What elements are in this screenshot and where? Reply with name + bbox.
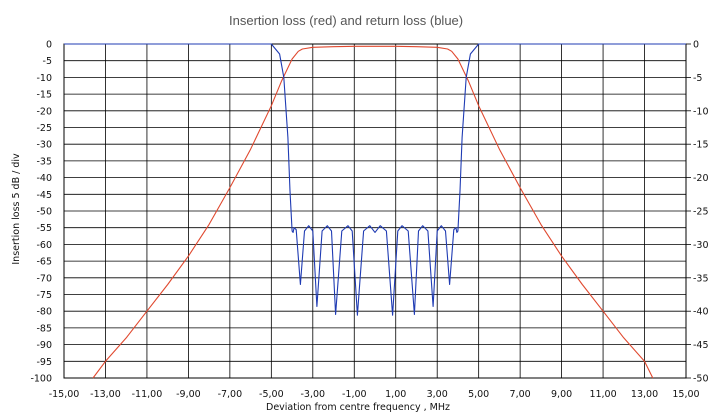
plot-area bbox=[64, 43, 686, 379]
plot-frame bbox=[63, 43, 687, 379]
y-tick-label-left: -50 bbox=[36, 207, 52, 218]
y-tick-label-left: -55 bbox=[36, 223, 52, 234]
y-tick-label-right: -20 bbox=[693, 173, 709, 184]
y-tick-label-right: -40 bbox=[693, 307, 709, 318]
y-tick-label-left: -100 bbox=[30, 374, 52, 385]
y-tick-labels-right: 0 -5 -10 -15 -20 -25 -30 -35 -40 -45 -50 bbox=[693, 40, 709, 385]
y-tick-label-right: -35 bbox=[693, 273, 709, 284]
y-tick-label-left: -80 bbox=[36, 307, 52, 318]
y-tick-label-right: -50 bbox=[693, 374, 709, 385]
y-tick-label-left: -65 bbox=[36, 257, 52, 268]
y-tick-label-left: -25 bbox=[36, 123, 52, 134]
x-tick-label: -9,00 bbox=[176, 389, 201, 400]
x-tick-label: -11,00 bbox=[132, 389, 163, 400]
x-tick-label: 3,00 bbox=[427, 389, 448, 400]
x-tick-label: 13,00 bbox=[631, 389, 658, 400]
y-tick-label-right: -30 bbox=[693, 240, 709, 251]
y-tick-label-left: -10 bbox=[36, 73, 52, 84]
x-tick-label: -13,00 bbox=[90, 389, 121, 400]
y-tick-labels-left: 0 -5 -10 -15 -20 -25 -30 -35 -40 -45 -50 -55 -60 -65 -… bbox=[30, 40, 52, 385]
x-tick-label: 5,00 bbox=[468, 389, 489, 400]
y-tick-label-left: -5 bbox=[43, 56, 52, 67]
y-tick-label-left: -40 bbox=[36, 173, 52, 184]
insertion-loss-line bbox=[92, 45, 654, 379]
x-tick-label: 1,00 bbox=[385, 389, 406, 400]
y-tick-label-right: -45 bbox=[693, 340, 709, 351]
grid bbox=[63, 43, 691, 379]
x-tick-label: -15,00 bbox=[49, 389, 80, 400]
x-tick-label: 11,00 bbox=[589, 389, 616, 400]
x-tick-label: -7,00 bbox=[218, 389, 243, 400]
y-tick-label-right: -25 bbox=[693, 207, 709, 218]
y-tick-label-left: 0 bbox=[46, 40, 52, 51]
y-tick-label-left: -60 bbox=[36, 240, 52, 251]
y-tick-label-left: -35 bbox=[36, 156, 52, 167]
y-axis-label: Insertion loss 5 dB / div bbox=[11, 153, 22, 265]
y-tick-label-left: -95 bbox=[36, 357, 52, 368]
y-tick-label-left: -70 bbox=[36, 273, 52, 284]
y-tick-label-left: -90 bbox=[36, 340, 52, 351]
y-tick-label-right: -15 bbox=[693, 140, 709, 151]
return-loss-line bbox=[64, 43, 686, 316]
x-tick-label: -1,00 bbox=[342, 389, 367, 400]
y-tick-label-left: -45 bbox=[36, 190, 52, 201]
y-tick-label-right: 0 bbox=[693, 40, 699, 51]
x-axis-label: Deviation from centre frequency , MHz bbox=[266, 402, 450, 413]
x-tick-label: 9,00 bbox=[551, 389, 572, 400]
y-tick-label-left: -75 bbox=[36, 290, 52, 301]
x-tick-labels: -15,00 -13,00 -11,00 -9,00 -7,00 -5,00 -3,00 -1… bbox=[49, 389, 700, 400]
y-tick-label-left: -20 bbox=[36, 106, 52, 117]
y-tick-label-left: -85 bbox=[36, 323, 52, 334]
y-tick-label-left: -15 bbox=[36, 90, 52, 101]
y-tick-label-left: -30 bbox=[36, 140, 52, 151]
y-tick-label-right: -10 bbox=[693, 106, 709, 117]
y-tick-label-right: -5 bbox=[693, 73, 702, 84]
chart-title: Insertion loss (red) and return loss (bl… bbox=[229, 13, 463, 28]
x-tick-label: -3,00 bbox=[301, 389, 326, 400]
x-tick-label: 15,00 bbox=[672, 389, 699, 400]
x-tick-label: 7,00 bbox=[510, 389, 531, 400]
x-tick-label: -5,00 bbox=[259, 389, 284, 400]
